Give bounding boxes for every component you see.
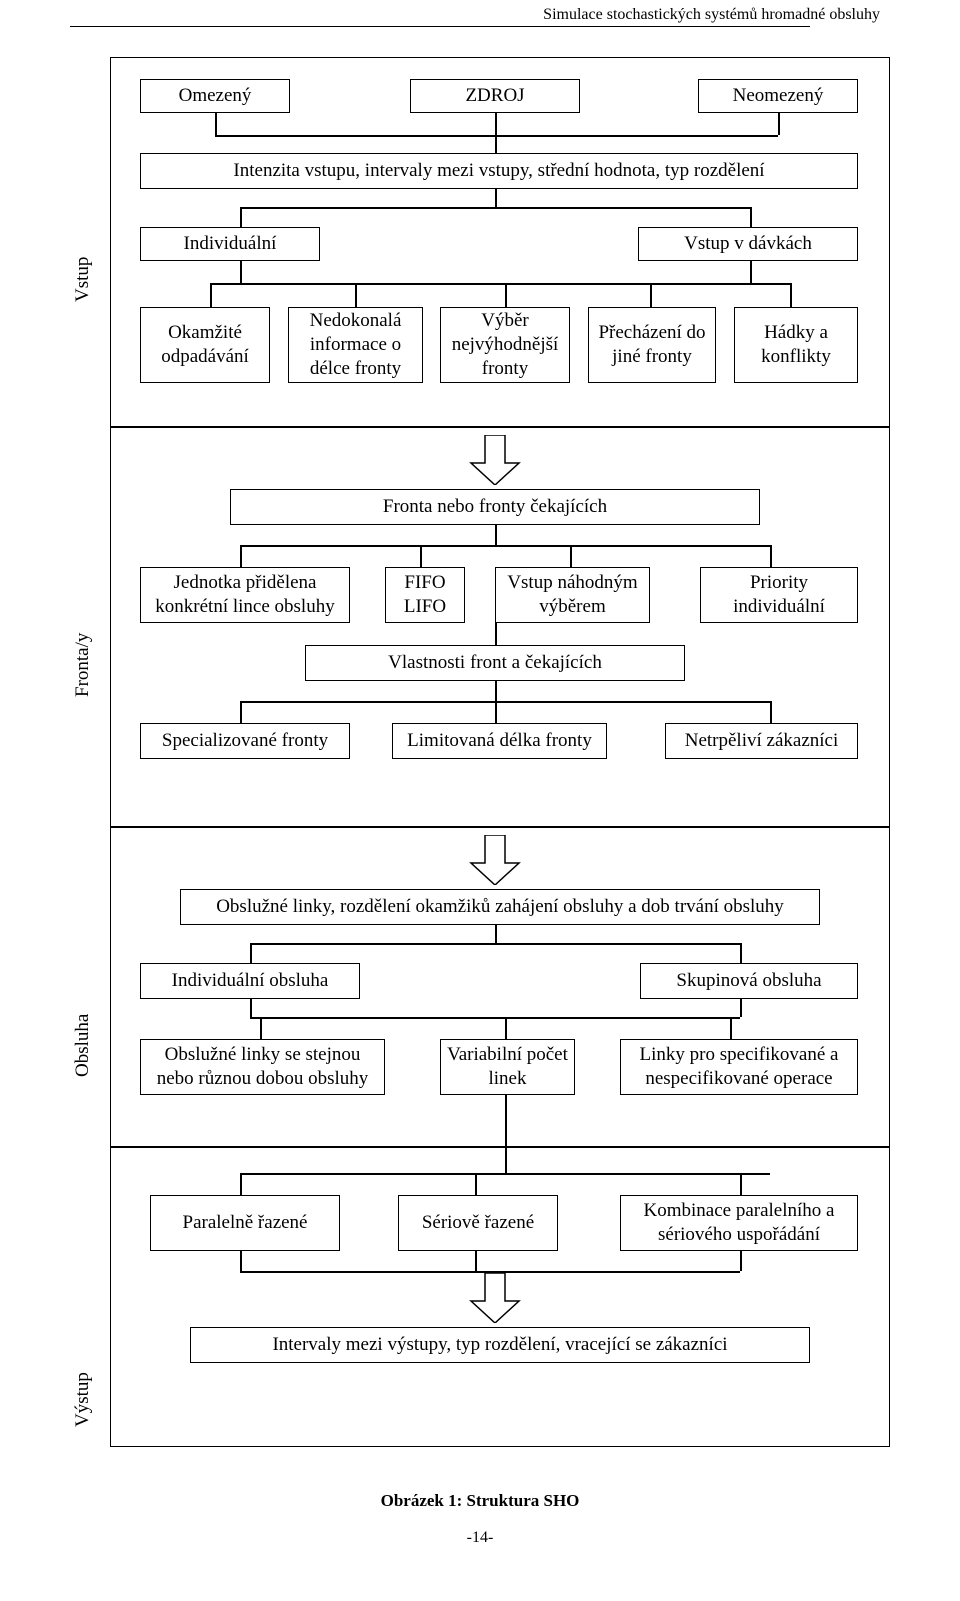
conn [505, 283, 507, 307]
box-netrpelivi: Netrpěliví zákazníci [665, 723, 858, 759]
box-neomezeny: Neomezený [698, 79, 858, 113]
conn [495, 189, 497, 207]
panel-fronta [110, 427, 890, 827]
conn [650, 283, 652, 307]
diagram: Vstup Fronta/y Obsluha Výstup Omezený ZD… [110, 57, 890, 1477]
conn [240, 1173, 242, 1195]
conn [495, 681, 497, 701]
box-obsluzne-rozdeleni: Obslužné linky, rozdělení okamžiků zaháj… [180, 889, 820, 925]
conn [420, 545, 422, 567]
arrow-down-icon [465, 1273, 525, 1323]
conn [210, 283, 212, 307]
box-nedokonala: Nedokonalá informace o délce fronty [288, 307, 423, 383]
conn [240, 545, 242, 567]
conn [240, 261, 242, 283]
conn [790, 283, 792, 307]
conn [770, 545, 772, 567]
conn [240, 701, 242, 723]
conn [240, 1173, 770, 1175]
conn [730, 1017, 732, 1039]
conn [740, 1173, 742, 1195]
conn [355, 283, 357, 307]
box-fifo: FIFO LIFO [385, 567, 465, 623]
conn [750, 261, 752, 283]
arrow-down-icon [465, 835, 525, 885]
conn [750, 207, 752, 227]
box-intenzita: Intenzita vstupu, intervaly mezi vstupy,… [140, 153, 858, 189]
conn [495, 701, 497, 723]
box-individualni: Individuální [140, 227, 320, 261]
box-limitovana: Limitovaná délka fronty [392, 723, 607, 759]
box-linky-spec: Linky pro specifikované a nespecifikovan… [620, 1039, 858, 1095]
conn [495, 925, 497, 943]
conn [505, 1095, 507, 1173]
side-label-vstup: Vstup [72, 257, 94, 302]
box-intervaly-vystup: Intervaly mezi výstupy, typ rozdělení, v… [190, 1327, 810, 1363]
box-fronta-nebo: Fronta nebo fronty čekajících [230, 489, 760, 525]
box-okamzite: Okamžité odpadávání [140, 307, 270, 383]
header-rule [70, 26, 810, 27]
box-specializovane: Specializované fronty [140, 723, 350, 759]
box-omezeny: Omezený [140, 79, 290, 113]
box-jednotka: Jednotka přidělena konkrétní lince obslu… [140, 567, 350, 623]
box-prechazeni: Přecházení do jiné fronty [588, 307, 716, 383]
figure-caption: Obrázek 1: Struktura SHO [0, 1491, 960, 1511]
conn [740, 999, 742, 1017]
box-vstup-nahodny: Vstup náhodným výběrem [495, 567, 650, 623]
conn [260, 1017, 262, 1039]
box-hadky: Hádky a konflikty [734, 307, 858, 383]
box-individualni-obsluha: Individuální obsluha [140, 963, 360, 999]
side-label-fronta: Fronta/y [72, 633, 94, 697]
side-label-vystup: Výstup [72, 1372, 94, 1427]
running-title: Simulace stochastických systémů hromadné… [543, 6, 880, 23]
conn [778, 113, 780, 135]
box-vstup-davky: Vstup v dávkách [638, 227, 858, 261]
box-zdroj: ZDROJ [410, 79, 580, 113]
conn [475, 1251, 477, 1271]
arrow-down-icon [465, 435, 525, 485]
conn [240, 207, 242, 227]
conn [495, 525, 497, 545]
conn [250, 943, 252, 963]
conn [240, 207, 750, 209]
conn [495, 113, 497, 135]
page-number: -14- [0, 1529, 960, 1547]
box-vlastnosti: Vlastnosti front a čekajících [305, 645, 685, 681]
box-seriove: Sériově řazené [398, 1195, 558, 1251]
conn [210, 283, 790, 285]
conn [495, 623, 497, 645]
conn [250, 999, 252, 1017]
conn [240, 1251, 242, 1271]
conn [215, 135, 778, 137]
conn [475, 1173, 477, 1195]
page: Simulace stochastických systémů hromadné… [0, 0, 960, 1587]
box-stejnou: Obslužné linky se stejnou nebo různou do… [140, 1039, 385, 1095]
conn [770, 701, 772, 723]
conn [740, 943, 742, 963]
box-vyber: Výběr nejvýhodnější fronty [440, 307, 570, 383]
conn [505, 1017, 507, 1039]
running-header: Simulace stochastických systémů hromadné… [0, 0, 960, 27]
conn [740, 1251, 742, 1271]
box-paralelne: Paralelně řazené [150, 1195, 340, 1251]
side-label-obsluha: Obsluha [72, 1014, 94, 1077]
conn [240, 545, 770, 547]
conn [215, 113, 217, 135]
box-priority: Priority individuální [700, 567, 858, 623]
box-skupinova: Skupinová obsluha [640, 963, 858, 999]
box-kombinace: Kombinace paralelního a sériového uspořá… [620, 1195, 858, 1251]
conn [240, 701, 770, 703]
conn [250, 943, 740, 945]
conn [570, 545, 572, 567]
conn [495, 135, 497, 153]
box-variabilni: Variabilní počet linek [440, 1039, 575, 1095]
conn [250, 1017, 740, 1019]
